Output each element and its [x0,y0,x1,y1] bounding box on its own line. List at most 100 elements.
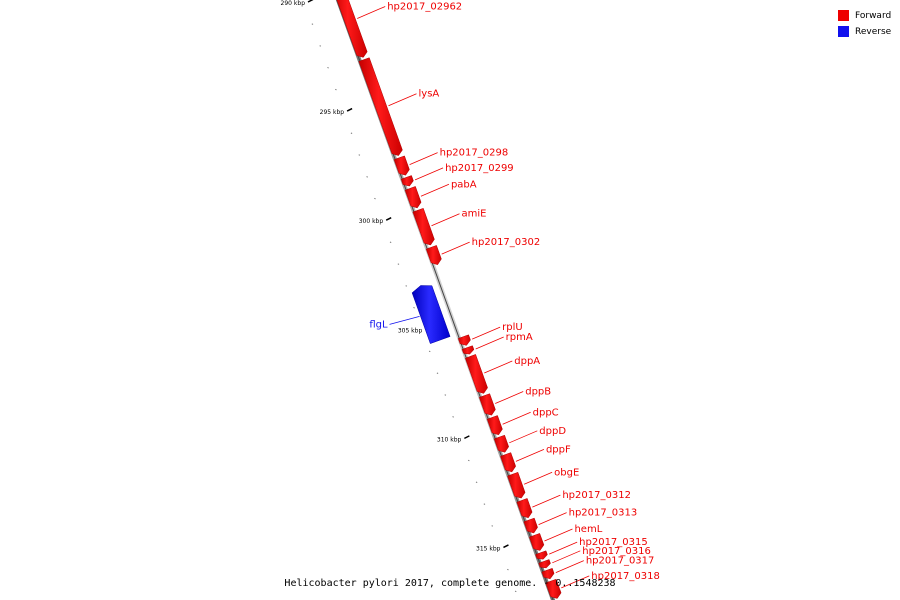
gene-label-hp2017_0298: hp2017_0298 [440,148,509,159]
gene-hp2017_0318[interactable] [545,578,562,599]
label-leader-pabA [420,183,450,197]
gene-hp2017_0315[interactable] [535,550,548,560]
label-leader-hemL [544,528,573,542]
minor-tick [483,503,486,505]
gene-rpmA[interactable] [461,345,475,355]
minor-tick [428,350,431,353]
gene-label-hp2017_0299: hp2017_0299 [445,163,514,174]
gene-rplU[interactable] [457,334,471,346]
minor-tick [413,307,415,309]
minor-tick [366,176,368,178]
minor-tick [405,285,408,287]
gene-hp2017_0302[interactable] [425,245,442,265]
gene-hp2017_0316[interactable] [538,559,551,569]
label-leader-dppB [495,391,524,404]
minor-tick [436,372,439,374]
gene-label-lysA: lysA [419,89,440,100]
axis-tick-label-295: 295 kbp [320,109,345,116]
minor-tick [319,45,322,47]
gene-hp2017_0317[interactable] [541,567,555,580]
axis-tick-label-310: 310 kbp [437,436,462,443]
label-leader-lysA [388,93,417,107]
gene-label-hp2017_0318: hp2017_0318 [591,571,660,582]
label-leader-dppF [515,448,545,462]
label-leader-obgE [523,471,553,485]
axis-tick-300 [385,217,392,221]
gene-pabA[interactable] [404,186,422,209]
gene-dppF[interactable] [500,452,516,473]
label-leader-flgL [389,315,420,325]
minor-tick [444,394,447,396]
gene-labels: hp2017_02962 lysA hp2017_0298 hp2017_0299pa… [357,1,660,589]
legend-label-forward: Forward [855,10,892,21]
axis-tick-label-315: 315 kbp [476,545,501,552]
gene-hp2017_0299[interactable] [400,175,414,187]
minor-tick [507,568,509,571]
gene-label-pabA: pabA [451,179,477,190]
label-leader-hp2017_0313 [538,512,567,525]
minor-tick-marks [311,23,517,593]
gene-dppA[interactable] [464,354,488,394]
label-leader-hp2017_0299 [414,167,444,181]
minor-tick [452,416,454,418]
label-leader-dppA [484,360,513,374]
gene-dppD[interactable] [493,434,509,453]
gene-label-hp2017_0302: hp2017_0302 [472,237,541,248]
legend-item-forward: Forward [838,8,891,23]
minor-tick [397,263,400,265]
gene-flgL[interactable] [411,285,451,344]
axis-tick-label-300: 300 kbp [359,218,384,225]
gene-hemL[interactable] [529,533,545,551]
gene-label-dppD: dppD [539,426,566,437]
gene-label-hp2017_0312: hp2017_0312 [562,490,631,501]
gene-hp2017_02962[interactable] [332,0,368,58]
axis-tick-315 [503,544,509,549]
label-leader-hp2017_0312 [532,494,561,508]
gene-label-flgL: flgL [369,319,388,330]
minor-tick [311,23,314,25]
legend-item-reverse: Reverse [838,24,891,39]
forward-swatch [838,10,849,21]
gene-hp2017_0312[interactable] [516,498,533,519]
minor-tick [491,525,494,527]
gene-label-rplU: rplU [502,322,523,333]
label-leader-hp2017_0298 [409,152,438,165]
gene-label-rpmA: rpmA [506,332,533,343]
reverse-swatch [838,26,849,37]
gene-dppB[interactable] [478,393,496,416]
genome-caption: Helicobacter pylori 2017, complete genom… [284,578,616,589]
axis-tick-label-290: 290 kbp [281,0,306,7]
gene-features [332,0,562,599]
gene-label-hp2017_02962: hp2017_02962 [387,1,462,12]
gene-label-dppC: dppC [533,407,559,418]
minor-tick [327,67,329,69]
minor-tick [350,132,353,134]
legend-label-reverse: Reverse [855,26,892,37]
axis-tick-290 [307,0,314,3]
label-leader-hp2017_0302 [441,241,470,255]
gene-dppC[interactable] [486,415,503,436]
gene-lysA[interactable] [358,57,403,156]
label-leader-rpmA [475,336,504,350]
label-leader-hp2017_0318 [561,575,590,589]
gene-hp2017_0313[interactable] [523,517,538,534]
gene-label-hp2017_0313: hp2017_0313 [569,508,638,519]
gene-label-hp2017_0315: hp2017_0315 [579,537,648,548]
gene-label-dppB: dppB [525,387,551,398]
gene-hp2017_0298[interactable] [393,155,410,176]
gene-amiE[interactable] [412,207,435,246]
minor-tick [335,88,337,91]
gene-label-amiE: amiE [462,209,487,220]
label-leader-dppD [509,430,538,444]
label-leader-dppC [502,411,531,425]
label-leader-hp2017_02962 [357,6,386,19]
minor-tick [389,241,392,244]
gene-label-obgE: obgE [554,467,579,478]
gene-obgE[interactable] [507,471,526,499]
label-leader-hp2017_0315 [549,541,578,555]
label-leader-hp2017_0316 [552,550,581,564]
axis-ticks: 290 kbp 295 kbp 300 kbp 305 kbp 310 kbp 315 k… [281,0,509,552]
gene-label-dppF: dppF [546,444,571,455]
minor-tick [358,154,361,156]
legend: Forward Reverse [838,8,891,40]
